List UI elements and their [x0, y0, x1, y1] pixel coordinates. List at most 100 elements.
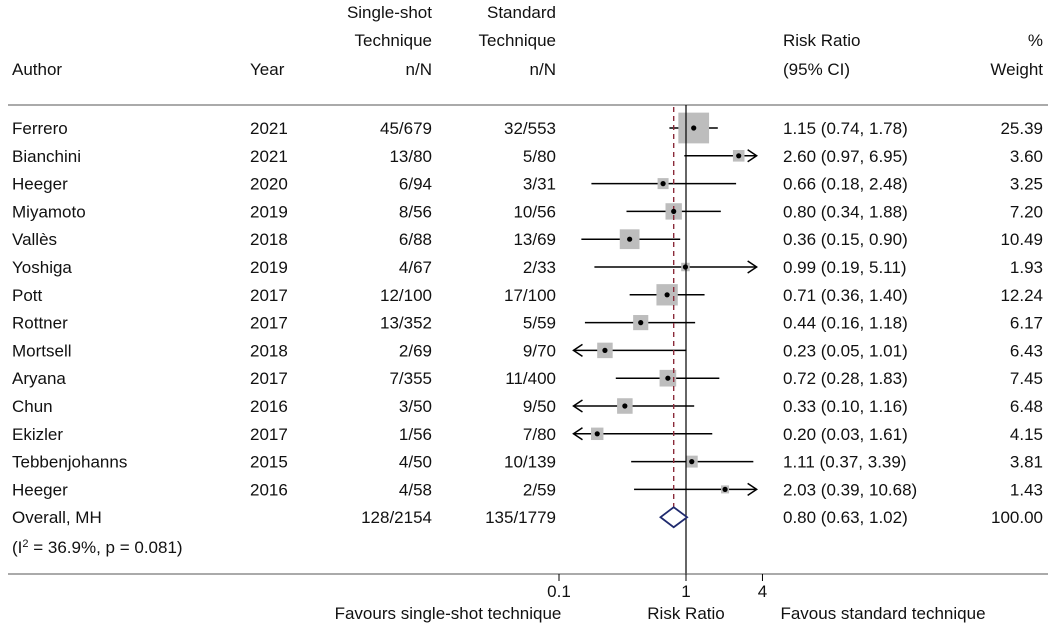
- overall-risk-ratio-ci: 0.80 (0.63, 1.02): [783, 508, 908, 527]
- study-single-shot-n: 4/67: [399, 258, 432, 277]
- heterogeneity-sup: 2: [22, 538, 28, 550]
- study-rows: Ferrero 2021 45/679 32/553 1.15 (0.74, 1.78)…: [12, 119, 1043, 499]
- header-standard: Technique: [478, 31, 556, 50]
- study-single-shot-n: 3/50: [399, 397, 432, 416]
- study-single-shot-n: 7/355: [389, 369, 432, 388]
- overall-diamond: [659, 506, 689, 529]
- header-risk-ratio: (95% CI): [783, 60, 850, 79]
- study-single-shot-n: 6/88: [399, 230, 432, 249]
- study-year: 2017: [250, 286, 288, 305]
- study-standard-n: 13/69: [513, 230, 556, 249]
- point-estimate: [638, 320, 644, 326]
- study-weight: 7.20: [1010, 202, 1043, 221]
- study-risk-ratio-ci: 0.71 (0.36, 1.40): [783, 286, 908, 305]
- study-weight: 25.39: [1000, 119, 1043, 138]
- study-year: 2016: [250, 480, 288, 499]
- study-weight: 3.60: [1010, 147, 1043, 166]
- favours-left-label: Favours single-shot technique: [335, 604, 562, 623]
- point-estimate: [627, 236, 633, 242]
- study-author: Tebbenjohanns: [12, 453, 127, 472]
- study-standard-n: 10/139: [504, 453, 556, 472]
- study-risk-ratio-ci: 1.11 (0.37, 3.39): [783, 453, 907, 472]
- overall-label: Overall, MH: [12, 508, 102, 527]
- point-estimate: [682, 264, 689, 270]
- x-axis: 0.1 1 4 Risk Ratio Favours single-shot techn…: [335, 574, 986, 623]
- x-tick-label: 1: [681, 582, 690, 601]
- header-weight: %: [1028, 31, 1043, 50]
- ci-arrow: [747, 260, 759, 274]
- study-author: Aryana: [12, 369, 66, 388]
- study-risk-ratio-ci: 0.23 (0.05, 1.01): [783, 341, 908, 360]
- study-author: Chun: [12, 397, 53, 416]
- study-weight: 7.45: [1010, 369, 1043, 388]
- study-author: Heeger: [12, 480, 68, 499]
- point-estimate: [665, 375, 671, 381]
- point-estimate: [691, 125, 697, 131]
- point-estimate: [594, 431, 600, 437]
- heterogeneity-suffix: = 36.9%, p = 0.081): [29, 538, 183, 557]
- study-standard-n: 5/59: [523, 314, 556, 333]
- study-single-shot-n: 13/80: [389, 147, 432, 166]
- heterogeneity-text: (I2 = 36.9%, p = 0.081): [12, 538, 183, 557]
- point-estimate: [664, 292, 670, 298]
- study-year: 2017: [250, 314, 288, 333]
- study-weight: 6.48: [1010, 397, 1043, 416]
- study-year: 2016: [250, 397, 288, 416]
- study-year: 2018: [250, 230, 288, 249]
- point-estimate: [736, 153, 742, 159]
- study-standard-n: 9/50: [523, 397, 556, 416]
- study-risk-ratio-ci: 0.33 (0.10, 1.16): [783, 397, 908, 416]
- study-weight: 1.43: [1010, 480, 1043, 499]
- study-risk-ratio-ci: 2.60 (0.97, 6.95): [783, 147, 908, 166]
- study-risk-ratio-ci: 0.72 (0.28, 1.83): [783, 369, 908, 388]
- study-risk-ratio-ci: 0.36 (0.15, 0.90): [783, 230, 908, 249]
- ci-arrow: [747, 149, 759, 163]
- study-weight: 3.25: [1010, 175, 1043, 194]
- overall-single-shot-n: 128/2154: [361, 508, 432, 527]
- study-single-shot-n: 45/679: [380, 119, 432, 138]
- study-single-shot-n: 12/100: [380, 286, 432, 305]
- study-standard-n: 2/33: [523, 258, 556, 277]
- study-weight: 6.17: [1010, 314, 1043, 333]
- study-author: Ferrero: [12, 119, 68, 138]
- study-year: 2017: [250, 369, 288, 388]
- study-standard-n: 11/400: [505, 369, 556, 388]
- study-risk-ratio-ci: 0.66 (0.18, 2.48): [783, 175, 908, 194]
- study-standard-n: 2/59: [523, 480, 556, 499]
- ci-arrow: [747, 482, 759, 497]
- header-author: Author: [12, 60, 62, 79]
- study-standard-n: 10/56: [513, 202, 556, 221]
- study-single-shot-n: 8/56: [399, 202, 432, 221]
- study-author: Rottner: [12, 314, 68, 333]
- point-estimate: [671, 208, 677, 214]
- study-risk-ratio-ci: 0.44 (0.16, 1.18): [783, 314, 908, 333]
- study-standard-n: 3/31: [523, 175, 556, 194]
- study-year: 2019: [250, 258, 288, 277]
- study-single-shot-n: 13/352: [380, 314, 432, 333]
- point-estimate: [660, 181, 666, 187]
- study-author: Heeger: [12, 175, 68, 194]
- study-year: 2020: [250, 175, 288, 194]
- study-author: Miyamoto: [12, 202, 86, 221]
- study-year: 2017: [250, 425, 288, 444]
- study-standard-n: 9/70: [523, 341, 556, 360]
- study-year: 2021: [250, 119, 288, 138]
- study-year: 2018: [250, 341, 288, 360]
- estimate-points: [594, 125, 742, 521]
- study-standard-n: 32/553: [504, 119, 556, 138]
- study-risk-ratio-ci: 2.03 (0.39, 10.68): [783, 480, 917, 499]
- study-year: 2021: [250, 147, 288, 166]
- study-author: Bianchini: [12, 147, 81, 166]
- study-weight: 6.43: [1010, 341, 1043, 360]
- study-single-shot-n: 4/58: [399, 480, 432, 499]
- point-estimate: [689, 459, 695, 465]
- study-weight: 10.49: [1000, 230, 1043, 249]
- header-risk-ratio: Risk Ratio: [783, 31, 860, 50]
- header-year: Year: [250, 60, 285, 79]
- header-weight: Weight: [990, 60, 1043, 79]
- study-weight: 4.15: [1010, 425, 1043, 444]
- x-tick-label: 4: [758, 582, 767, 601]
- favours-right-label: Favous standard technique: [780, 604, 985, 623]
- overall-weight: 100.00: [991, 508, 1043, 527]
